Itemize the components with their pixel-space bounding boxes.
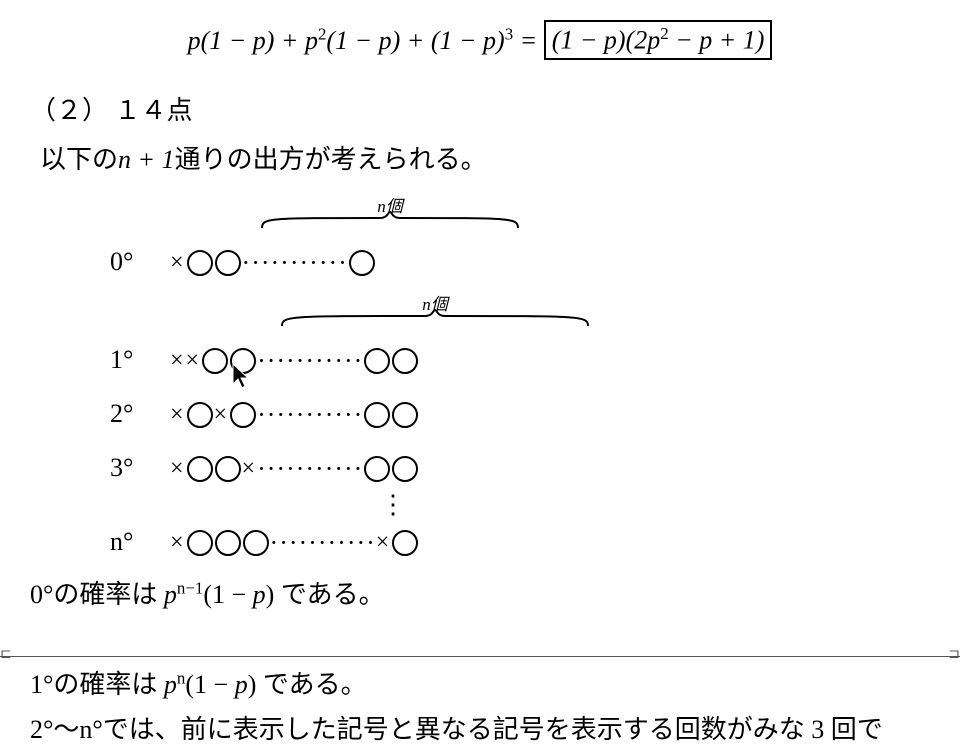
section-number: （２） xyxy=(30,96,108,125)
vertical-dots: ⋮ xyxy=(380,500,940,510)
bottom-cut-line: 2°〜n°では、前に表示した記号と異なる記号を表示する回数がみな 3 回で xyxy=(30,709,940,746)
row-body: ×··········· xyxy=(170,246,376,278)
diagram-row: 2° ××··········· xyxy=(110,392,940,436)
prob-0-line: 0°の確率は pn−1(1 − p) である。 xyxy=(30,574,940,611)
row-body: ××··········· xyxy=(170,344,419,376)
row-label: 3° xyxy=(110,453,170,483)
row-label: 2° xyxy=(110,399,170,429)
brace-top: n個 xyxy=(260,196,520,230)
diagram-row: 3° ××··········· xyxy=(110,446,940,490)
section-points: １４点 xyxy=(115,96,193,125)
brace-second: n個 xyxy=(280,294,590,328)
row-label: n° xyxy=(110,527,170,557)
diagram-row: 1° ××··········· xyxy=(110,338,940,382)
equation-lhs: p(1 − p) + p2(1 − p) + (1 − p)3 = xyxy=(188,26,544,55)
case-diagram: n個 0° ×··········· n個 1° ××··········· 2… xyxy=(110,196,940,564)
prob-1-line: 1°の確率は pn(1 − p) である。 xyxy=(30,664,940,701)
row-body: ××··········· xyxy=(170,398,419,430)
main-equation: p(1 − p) + p2(1 − p) + (1 − p)3 = (1 − p… xyxy=(20,20,940,60)
equation-boxed-rhs: (1 − p)(2p2 − p + 1) xyxy=(544,20,773,60)
intro-line: 以下のn + 1通りの出方が考えられる。 xyxy=(40,139,940,176)
row-label: 0° xyxy=(110,247,170,277)
brace-second-svg xyxy=(280,308,590,328)
row-body: ××··········· xyxy=(170,452,419,484)
diagram-row: n° ×···········× xyxy=(110,520,940,564)
section-heading: （２） １４点 xyxy=(30,90,940,127)
row-body: ×···········× xyxy=(170,526,419,558)
row-label: 1° xyxy=(110,345,170,375)
diagram-row: 0° ×··········· xyxy=(110,240,940,284)
brace-top-svg xyxy=(260,210,520,230)
